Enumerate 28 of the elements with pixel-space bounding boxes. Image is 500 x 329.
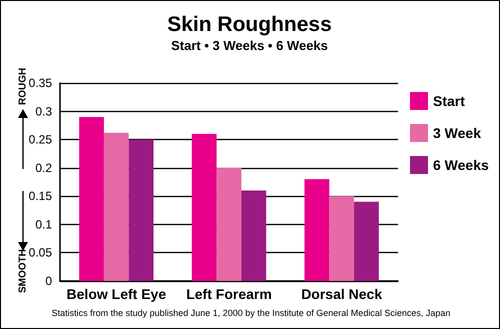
bar [329, 196, 354, 281]
bar [192, 134, 217, 281]
text: SMOOTH [18, 249, 28, 293]
y-tick-label: 0.25 [28, 132, 52, 147]
chart-subtitle: Start • 3 Weeks • 6 Weeks [171, 38, 328, 53]
bar [128, 140, 154, 281]
text: Statistics from the study published June 1, 2000 by the Institute of General Medical Sciences, Japan [52, 308, 450, 318]
bar [354, 202, 379, 281]
bar [104, 132, 129, 281]
bar [304, 179, 330, 281]
y-tick-label: 0.1 [35, 217, 52, 232]
y-tick-label: 0.35 [28, 76, 52, 90]
y-tick-label: 0.3 [35, 104, 52, 118]
text: ROUGH [18, 68, 28, 105]
bar [241, 190, 266, 281]
x-tick-label: Dorsal Neck [301, 286, 382, 302]
y-tick-label: 0.15 [28, 189, 52, 204]
legend-label: 6 Weeks [433, 157, 489, 173]
x-tick-label: Left Forearm [186, 286, 272, 302]
bar [79, 116, 104, 281]
chart-title: Skin Roughness [167, 13, 332, 36]
x-tick-label: Below Left Eye [66, 286, 166, 302]
bar [216, 168, 242, 281]
y-tick-label: 0 [45, 274, 52, 288]
legend-label: Start [433, 93, 466, 109]
legend-label: 3 Week [433, 125, 482, 141]
y-tick-label: 0.05 [28, 246, 52, 260]
y-tick-label: 0.2 [35, 160, 52, 175]
